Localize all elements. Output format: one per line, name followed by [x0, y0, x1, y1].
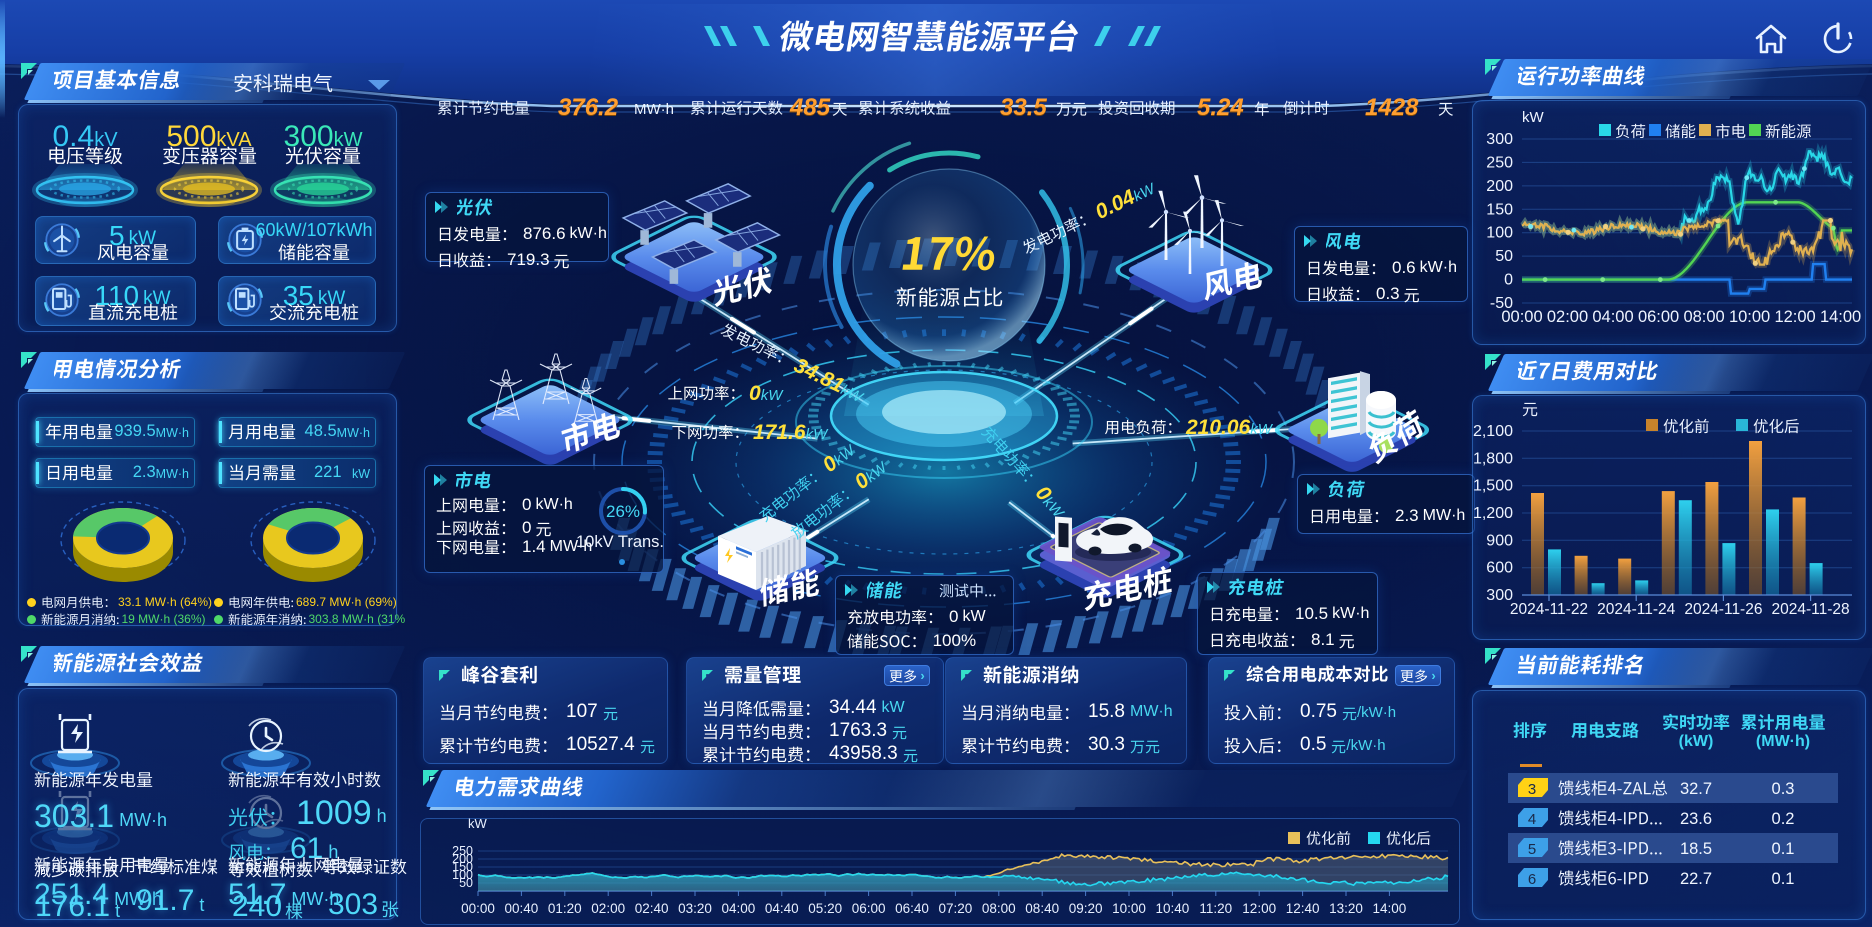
svg-text:-50: -50 [1490, 295, 1513, 312]
svg-text:12:00: 12:00 [1774, 308, 1815, 326]
svg-text:600: 600 [1486, 560, 1513, 577]
svg-text:100: 100 [1486, 225, 1513, 242]
svg-text:0.2: 0.2 [1772, 810, 1795, 828]
svg-text:250: 250 [452, 844, 473, 858]
svg-text:0: 0 [1504, 272, 1513, 289]
svg-text:06:40: 06:40 [895, 901, 929, 916]
svg-text:150: 150 [452, 860, 473, 874]
svg-text:4: 4 [1528, 811, 1536, 828]
svg-text:12:40: 12:40 [1286, 901, 1320, 916]
svg-text:11:20: 11:20 [1199, 901, 1232, 916]
svg-text:06:00: 06:00 [1638, 308, 1679, 326]
svg-text:1,800: 1,800 [1473, 450, 1513, 467]
svg-text:2024-11-24: 2024-11-24 [1597, 601, 1676, 618]
svg-text:(MW·h): (MW·h) [1756, 733, 1810, 750]
svg-text:50: 50 [459, 876, 473, 890]
svg-text:3: 3 [1528, 781, 1536, 798]
svg-text:200: 200 [1486, 178, 1513, 195]
svg-text:100: 100 [452, 868, 473, 882]
svg-text:10:00: 10:00 [1112, 901, 1146, 916]
svg-text:0.1: 0.1 [1772, 840, 1795, 858]
svg-text:0.3: 0.3 [1772, 780, 1795, 798]
svg-text:08:40: 08:40 [1025, 901, 1059, 916]
svg-text:18.5: 18.5 [1680, 840, 1712, 858]
svg-text:210.06kW: 210.06kW [1185, 416, 1274, 439]
svg-text:00:00: 00:00 [461, 901, 495, 916]
svg-text:14:00: 14:00 [1373, 901, 1407, 916]
svg-text:2024-11-26: 2024-11-26 [1684, 601, 1762, 618]
svg-text:50: 50 [1495, 248, 1513, 265]
svg-text:(kW): (kW) [1679, 733, 1714, 750]
svg-text:kW: kW [1522, 109, 1545, 126]
svg-text:13:20: 13:20 [1329, 901, 1363, 916]
svg-text:08:00: 08:00 [1683, 308, 1724, 326]
svg-text:04:40: 04:40 [765, 901, 799, 916]
svg-text:0.1: 0.1 [1772, 870, 1795, 888]
svg-text:171.6kW: 171.6kW [753, 421, 829, 444]
svg-text:2024-11-28: 2024-11-28 [1772, 601, 1850, 618]
svg-text:300: 300 [1486, 131, 1513, 148]
svg-text:1,500: 1,500 [1473, 478, 1513, 495]
svg-text:5: 5 [1528, 841, 1536, 858]
svg-text:01:20: 01:20 [548, 901, 582, 916]
svg-text:00:40: 00:40 [505, 901, 539, 916]
svg-text:250: 250 [1486, 154, 1513, 171]
svg-text:6: 6 [1528, 871, 1536, 888]
svg-text:200: 200 [452, 852, 473, 866]
svg-text:05:20: 05:20 [808, 901, 842, 916]
svg-text:10:00: 10:00 [1729, 308, 1770, 326]
svg-text:2024-11-22: 2024-11-22 [1510, 601, 1588, 618]
svg-text:26%: 26% [606, 502, 640, 521]
svg-text:03:20: 03:20 [678, 901, 712, 916]
svg-text:300: 300 [1486, 587, 1513, 604]
svg-text:12:00: 12:00 [1242, 901, 1276, 916]
svg-text:04:00: 04:00 [1592, 308, 1633, 326]
svg-text:900: 900 [1486, 532, 1513, 549]
svg-text:14:00: 14:00 [1820, 308, 1861, 326]
svg-text:02:00: 02:00 [1547, 308, 1588, 326]
svg-text:00:00: 00:00 [1501, 308, 1542, 326]
svg-text:08:00: 08:00 [982, 901, 1016, 916]
svg-text:07:20: 07:20 [939, 901, 973, 916]
svg-text:10:40: 10:40 [1156, 901, 1190, 916]
svg-text:kW: kW [468, 816, 488, 831]
svg-text:04:00: 04:00 [722, 901, 756, 916]
svg-text:23.6: 23.6 [1680, 810, 1712, 828]
svg-text:0kW: 0kW [749, 382, 784, 405]
svg-text:02:00: 02:00 [591, 901, 625, 916]
svg-text:150: 150 [1486, 201, 1513, 218]
svg-text:02:40: 02:40 [635, 901, 669, 916]
svg-text:32.7: 32.7 [1680, 780, 1712, 798]
svg-text:10kV Trans.: 10kV Trans. [576, 533, 664, 551]
svg-text:06:00: 06:00 [852, 901, 886, 916]
svg-text:22.7: 22.7 [1680, 870, 1712, 888]
svg-text:09:20: 09:20 [1069, 901, 1103, 916]
svg-text:2,100: 2,100 [1473, 423, 1513, 440]
svg-text:1,200: 1,200 [1473, 505, 1513, 522]
